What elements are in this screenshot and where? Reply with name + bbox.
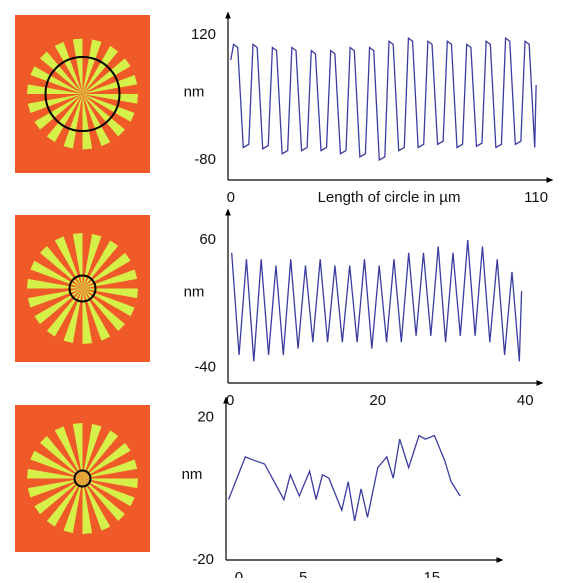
scan-circle bbox=[44, 56, 121, 132]
star-wedge bbox=[27, 278, 83, 289]
star-wedge bbox=[82, 423, 102, 479]
y-tick-label: 60 bbox=[199, 231, 216, 248]
profile-line bbox=[227, 434, 461, 522]
star-wedge bbox=[30, 66, 83, 94]
star-wedge bbox=[82, 288, 93, 344]
star-wedge bbox=[82, 478, 126, 522]
star-wedge bbox=[82, 252, 131, 289]
y-tick-label: 120 bbox=[191, 26, 216, 43]
star-wedge bbox=[27, 84, 83, 94]
star-wedge bbox=[39, 51, 83, 94]
images bbox=[15, 15, 150, 552]
star-wedge bbox=[30, 450, 83, 479]
star-wedge bbox=[82, 233, 102, 289]
star-wedge bbox=[82, 75, 138, 94]
star-wedge bbox=[82, 94, 93, 150]
star-wedge bbox=[82, 442, 131, 479]
star-wedge bbox=[63, 94, 83, 149]
star-wedge bbox=[82, 430, 119, 479]
star-wedge bbox=[63, 478, 83, 534]
star-wedge bbox=[82, 288, 111, 341]
star-wedge bbox=[54, 41, 83, 94]
profile-line bbox=[231, 240, 523, 362]
scan-circle bbox=[68, 274, 97, 303]
star-wedge bbox=[82, 288, 126, 332]
y-axis-label: nm bbox=[184, 283, 205, 300]
star-wedge bbox=[82, 45, 119, 94]
star-wedge bbox=[27, 288, 83, 308]
x-tick-label: 110 bbox=[524, 189, 548, 206]
scan-circle bbox=[73, 469, 92, 488]
star-wedge bbox=[82, 478, 93, 534]
profile-line bbox=[230, 36, 537, 162]
star-wedge bbox=[82, 459, 138, 479]
star-wedge bbox=[27, 94, 83, 113]
star-wedge bbox=[72, 38, 83, 94]
x-tick-label: 5 bbox=[299, 569, 307, 578]
y-tick-label: -20 bbox=[192, 551, 214, 568]
star-wedge bbox=[27, 478, 83, 498]
star-wedge bbox=[54, 236, 83, 289]
star-wedge bbox=[82, 94, 111, 147]
star-wedge bbox=[46, 478, 83, 527]
x-axis-label: Length of circle in µm bbox=[318, 189, 461, 206]
star-wedge bbox=[82, 288, 138, 299]
star-wedge bbox=[82, 478, 111, 531]
y-tick-label: -40 bbox=[194, 359, 216, 376]
x-tick-label: 15 bbox=[423, 569, 440, 578]
star-wedge bbox=[72, 233, 83, 289]
star-wedge bbox=[34, 288, 83, 325]
star-wedge bbox=[82, 58, 131, 94]
x-tick-label: 0 bbox=[226, 392, 234, 409]
star-wedge bbox=[39, 435, 83, 479]
star-wedge bbox=[54, 426, 83, 479]
star-wedge bbox=[27, 468, 83, 479]
star-wedge bbox=[72, 423, 83, 479]
star-wedge bbox=[39, 245, 83, 289]
x-tick-label: 0 bbox=[227, 189, 235, 206]
star-wedge bbox=[82, 94, 135, 122]
star-wedge bbox=[34, 478, 83, 515]
star-wedge bbox=[82, 240, 119, 289]
y-tick-label: 20 bbox=[197, 409, 214, 426]
star-wedge bbox=[82, 94, 126, 137]
star-wedge bbox=[34, 94, 83, 130]
star-wedge bbox=[82, 478, 138, 489]
star-wedge bbox=[63, 288, 83, 344]
star-wedge bbox=[82, 269, 138, 289]
x-tick-label: 40 bbox=[517, 392, 534, 409]
x-tick-label: 0 bbox=[235, 569, 243, 578]
star-wedge bbox=[46, 94, 83, 143]
star-wedge bbox=[82, 288, 135, 317]
star-wedge bbox=[82, 94, 138, 104]
x-tick-label: 20 bbox=[369, 392, 386, 409]
y-axis-label: nm bbox=[182, 466, 203, 483]
y-axis-label: nm bbox=[184, 83, 205, 100]
star-wedge bbox=[82, 478, 135, 507]
star-wedge bbox=[30, 260, 83, 289]
y-tick-label: -80 bbox=[194, 151, 216, 168]
star-wedge bbox=[46, 288, 83, 337]
star-wedge bbox=[82, 39, 102, 94]
